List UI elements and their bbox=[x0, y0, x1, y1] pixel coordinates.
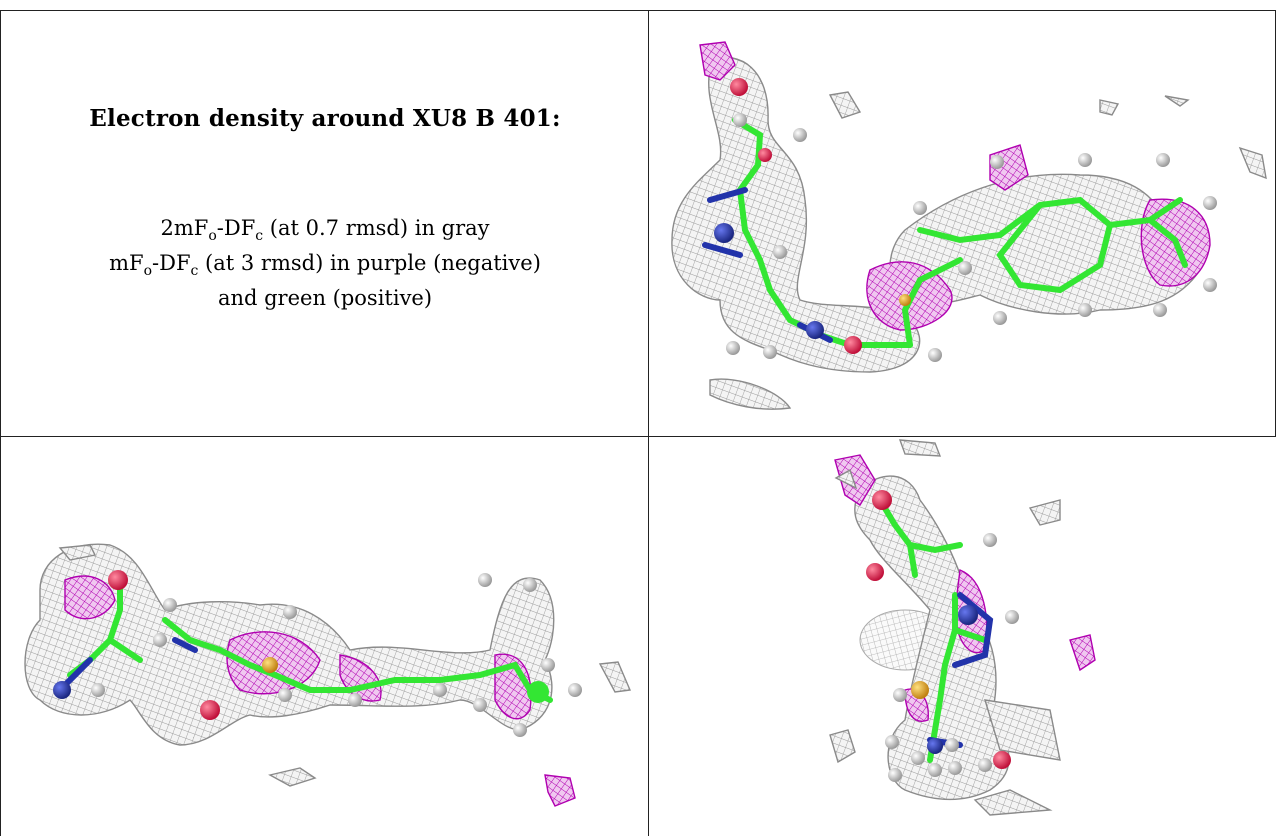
view-bottom-right bbox=[829, 439, 1096, 816]
border-left bbox=[0, 10, 1, 836]
view-top-right bbox=[671, 41, 1267, 410]
legend-panel: Electron density around XU8 B 401: 2mFo-… bbox=[1, 11, 648, 436]
view-bottom-left bbox=[24, 543, 632, 807]
border-center bbox=[648, 10, 649, 836]
legend-line-gray: 2mFo-DFc (at 0.7 rmsd) in gray bbox=[160, 216, 490, 245]
legend-text: 2mFo-DFc (at 0.7 rmsd) in gray mFo-DFc (… bbox=[1, 215, 648, 312]
legend-line-purple: mFo-DFc (at 3 rmsd) in purple (negative) bbox=[109, 251, 541, 280]
legend-line-green: and green (positive) bbox=[217, 286, 433, 311]
figure-title: Electron density around XU8 B 401: bbox=[89, 105, 561, 132]
border-middle bbox=[0, 436, 1276, 437]
border-top bbox=[0, 10, 1276, 11]
